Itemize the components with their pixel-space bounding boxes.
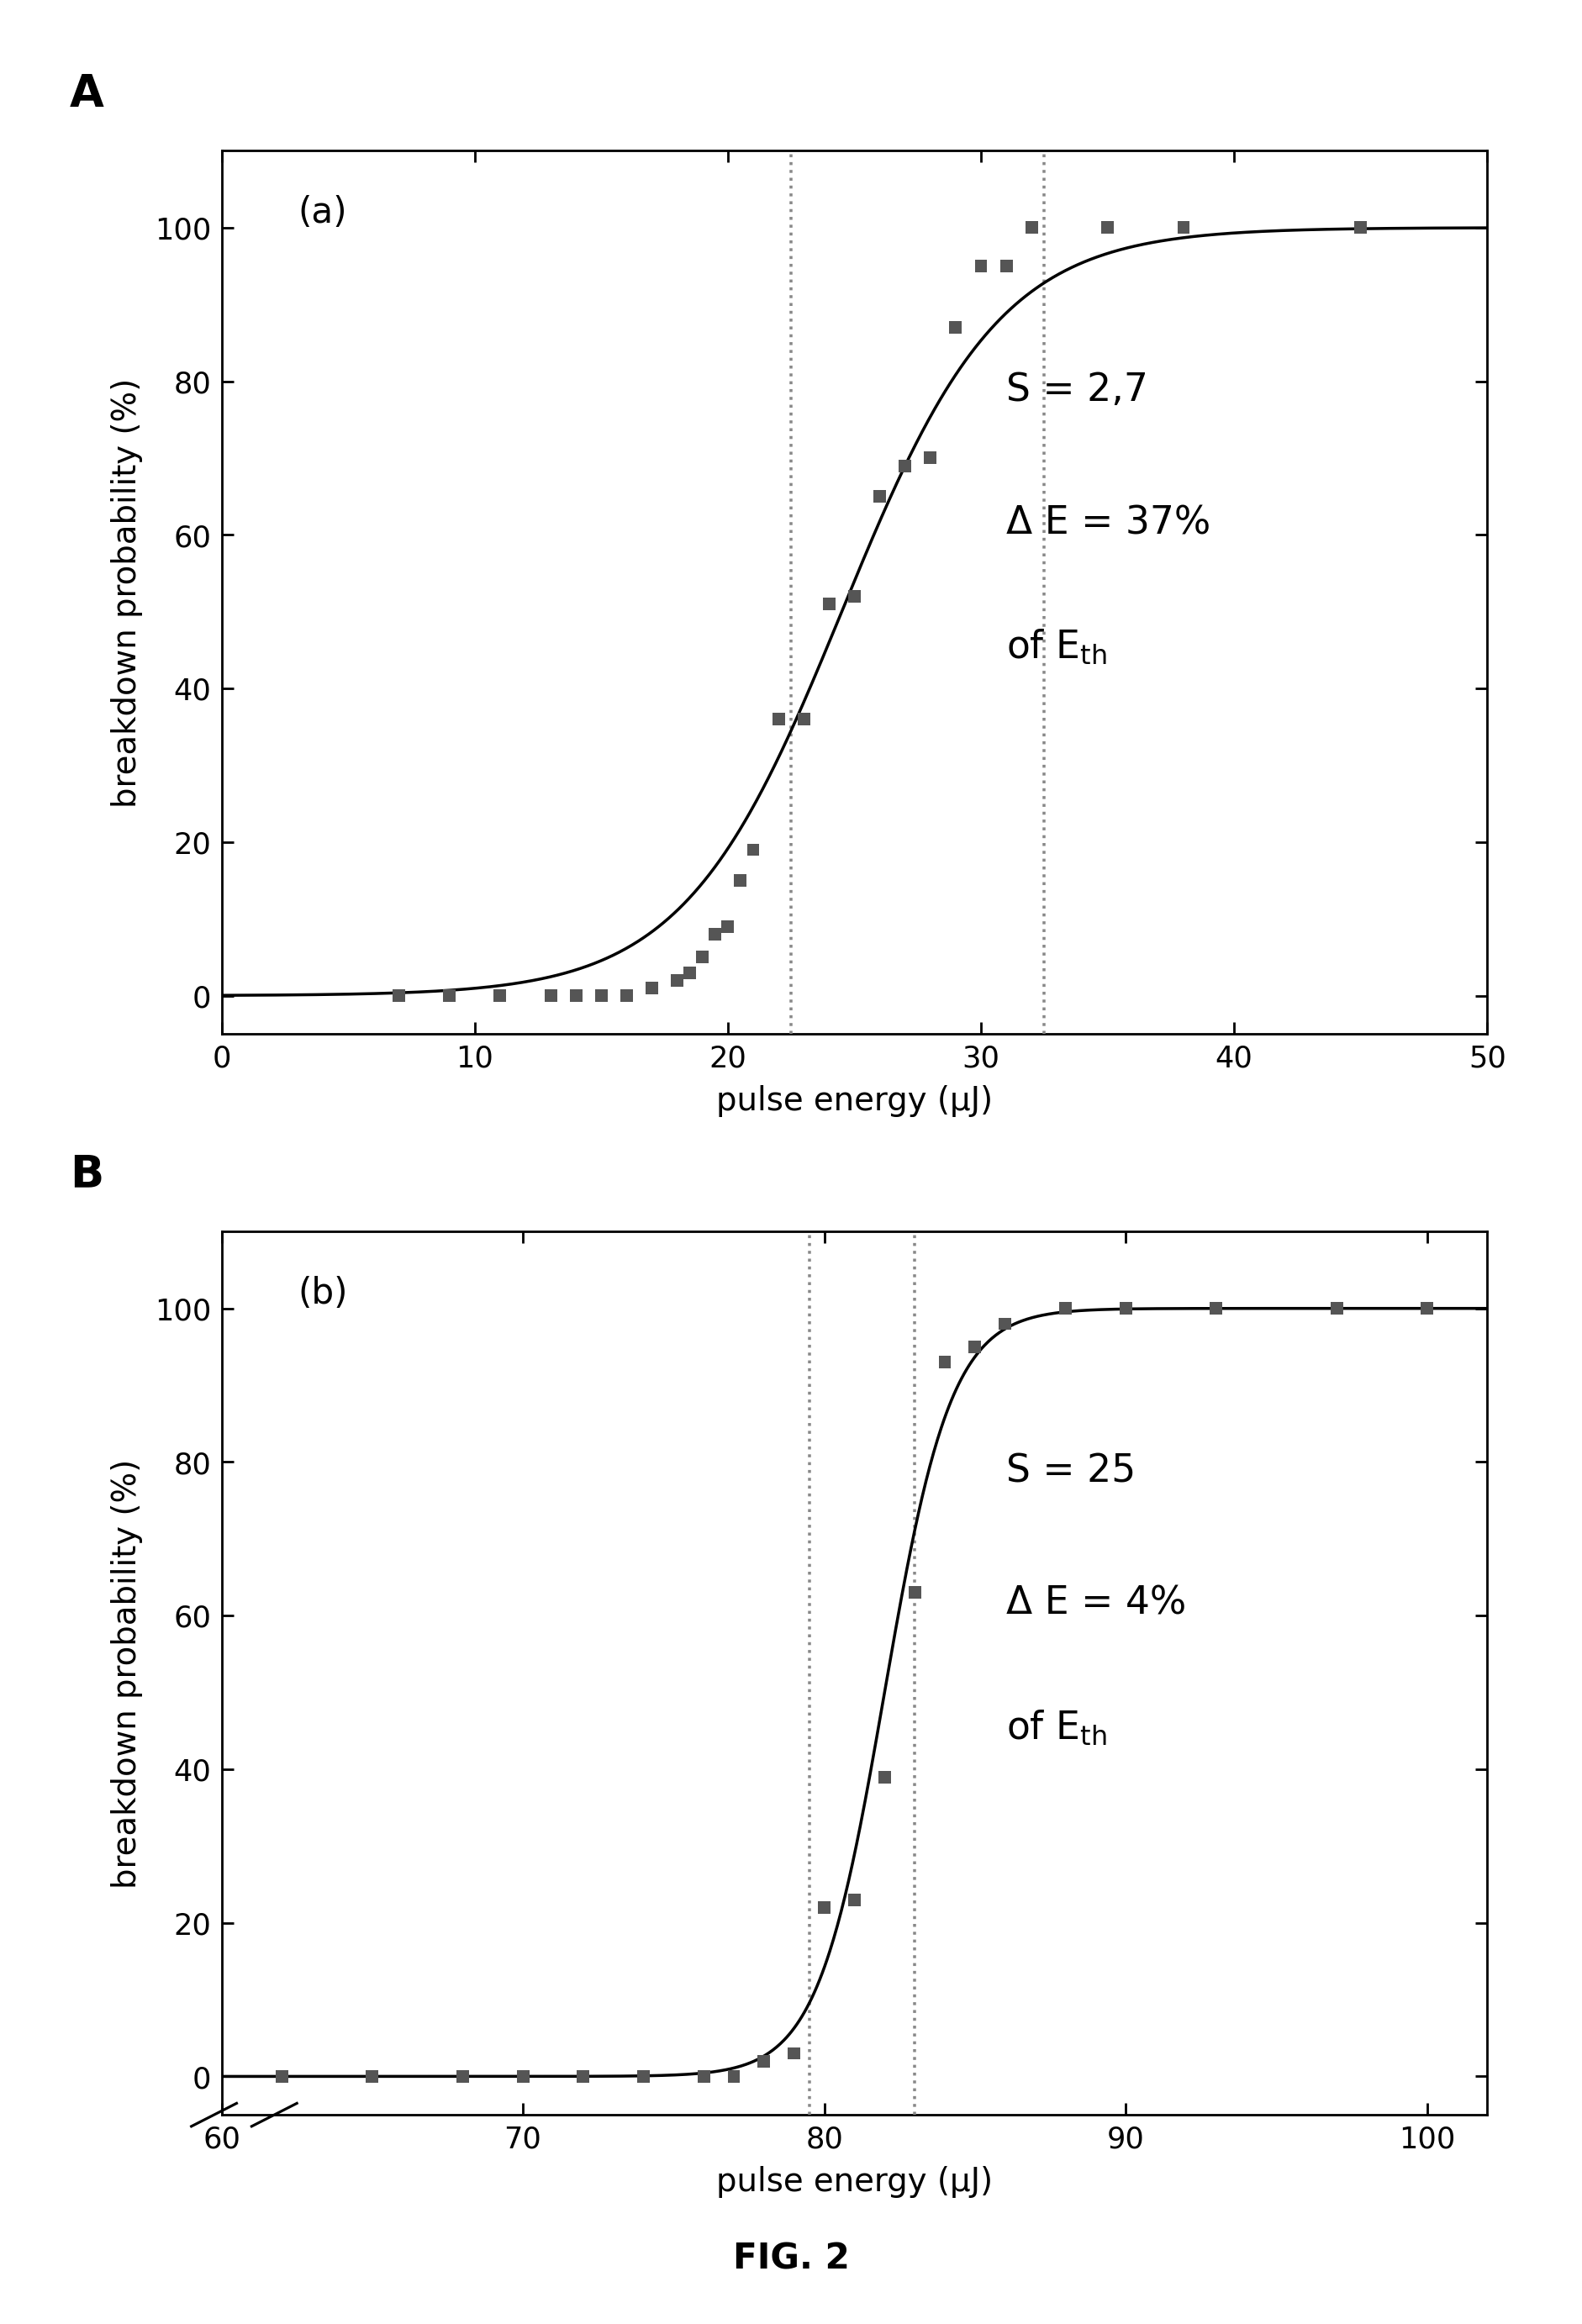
- Point: [867, 479, 892, 516]
- X-axis label: pulse energy (μJ): pulse energy (μJ): [717, 1085, 992, 1118]
- Point: [614, 976, 639, 1013]
- Text: (a): (a): [297, 195, 346, 230]
- Point: [918, 439, 943, 476]
- Text: (b): (b): [297, 1276, 348, 1311]
- Point: [932, 1343, 957, 1380]
- Point: [1052, 1290, 1077, 1327]
- Point: [639, 969, 664, 1006]
- Point: [677, 955, 702, 992]
- Point: [664, 962, 690, 999]
- Text: B: B: [70, 1153, 103, 1197]
- Point: [449, 2057, 475, 2094]
- Point: [359, 2057, 384, 2094]
- Point: [1414, 1290, 1440, 1327]
- Point: [842, 1880, 867, 1917]
- Text: S = 25: S = 25: [1006, 1452, 1136, 1490]
- Point: [1019, 209, 1044, 246]
- Point: [816, 586, 842, 623]
- Point: [589, 976, 614, 1013]
- Text: Δ E = 37%: Δ E = 37%: [1006, 504, 1210, 541]
- Point: [571, 2057, 596, 2094]
- Text: Δ E = 4%: Δ E = 4%: [1006, 1585, 1186, 1622]
- Point: [943, 309, 968, 346]
- Point: [721, 2057, 747, 2094]
- Point: [690, 939, 715, 976]
- X-axis label: pulse energy (μJ): pulse energy (μJ): [717, 2166, 992, 2199]
- Point: [702, 916, 728, 953]
- Point: [437, 976, 462, 1013]
- Point: [487, 976, 513, 1013]
- Point: [962, 1329, 987, 1367]
- Point: [1348, 209, 1373, 246]
- Text: FIG. 2: FIG. 2: [732, 2240, 850, 2278]
- Point: [563, 976, 589, 1013]
- Point: [751, 2043, 777, 2080]
- Point: [993, 249, 1019, 286]
- Point: [1112, 1290, 1137, 1327]
- Point: [715, 909, 740, 946]
- Y-axis label: breakdown probability (%): breakdown probability (%): [111, 1459, 142, 1887]
- Point: [691, 2057, 717, 2094]
- Point: [892, 446, 918, 483]
- Point: [1204, 1290, 1229, 1327]
- Text: A: A: [70, 72, 104, 116]
- Point: [782, 2036, 807, 2073]
- Point: [872, 1759, 897, 1796]
- Point: [812, 1889, 837, 1927]
- Y-axis label: breakdown probability (%): breakdown probability (%): [111, 379, 142, 806]
- Text: of E$_\mathrm{th}$: of E$_\mathrm{th}$: [1006, 627, 1107, 667]
- Point: [1095, 209, 1120, 246]
- Point: [842, 579, 867, 616]
- Point: [1171, 209, 1196, 246]
- Point: [269, 2057, 294, 2094]
- Point: [902, 1573, 927, 1611]
- Point: [631, 2057, 657, 2094]
- Point: [386, 976, 411, 1013]
- Text: of E$_\mathrm{th}$: of E$_\mathrm{th}$: [1006, 1708, 1107, 1748]
- Point: [766, 702, 791, 739]
- Point: [728, 862, 753, 899]
- Point: [968, 249, 993, 286]
- Text: S = 2,7: S = 2,7: [1006, 372, 1149, 409]
- Point: [740, 832, 766, 869]
- Point: [791, 702, 816, 739]
- Point: [992, 1306, 1017, 1343]
- Point: [538, 976, 563, 1013]
- Point: [509, 2057, 535, 2094]
- Point: [1324, 1290, 1349, 1327]
